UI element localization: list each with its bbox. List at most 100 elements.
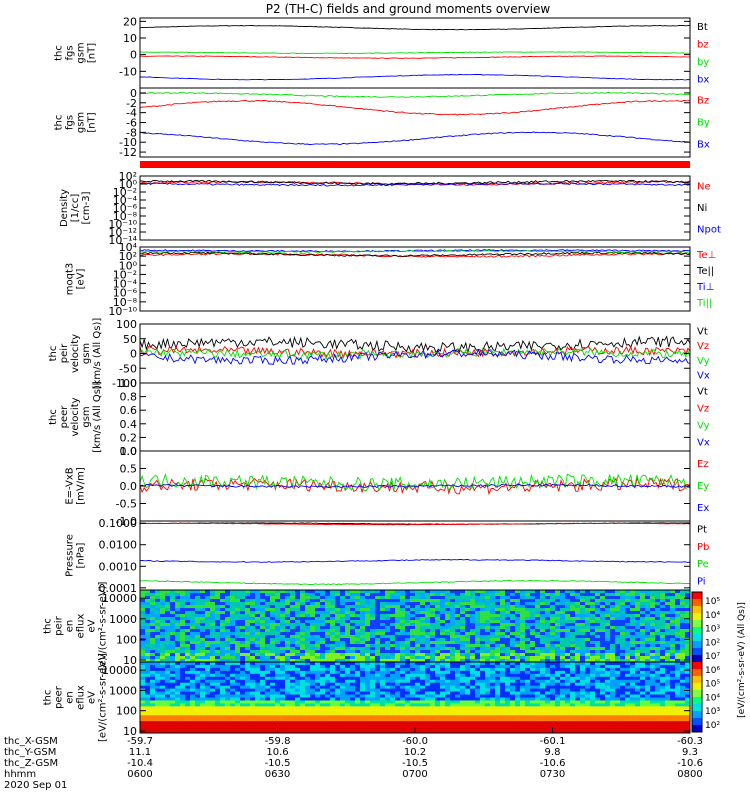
heatmap-cell: [680, 605, 686, 609]
heatmap-cell: [530, 688, 536, 692]
heatmap-cell: [440, 676, 446, 681]
heatmap-cell: [195, 644, 201, 648]
heatmap-cell: [675, 703, 681, 707]
heatmap-cell: [495, 700, 501, 704]
heatmap-cell: [480, 617, 486, 621]
heatmap-cell: [540, 620, 546, 624]
heatmap-cell: [645, 712, 651, 716]
heatmap-cell: [645, 635, 651, 639]
heatmap-cell: [410, 626, 416, 630]
heatmap-cell: [290, 700, 296, 704]
heatmap-cell: [380, 662, 386, 666]
heatmap-cell: [365, 629, 371, 633]
heatmap-cell: [290, 679, 296, 684]
heatmap-cell: [475, 685, 481, 689]
heatmap-cell: [425, 608, 431, 612]
heatmap-cell: [455, 635, 461, 639]
heatmap-cell: [165, 602, 171, 606]
heatmap-cell: [155, 656, 161, 660]
heatmap-cell: [280, 685, 286, 689]
heatmap-cell: [420, 700, 426, 704]
heatmap-cell: [480, 667, 486, 672]
y-tick-label: 0.0010: [99, 560, 138, 573]
heatmap-cell: [180, 590, 186, 594]
heatmap-cell: [640, 629, 646, 633]
heatmap-cell: [290, 664, 296, 669]
heatmap-cell: [400, 593, 406, 597]
heatmap-cell: [190, 682, 196, 686]
heatmap-cell: [590, 656, 596, 660]
heatmap-cell: [430, 605, 436, 609]
heatmap-cell: [675, 691, 681, 695]
heatmap-cell: [550, 647, 556, 651]
heatmap-cell: [255, 715, 261, 719]
heatmap-cell: [310, 593, 316, 597]
heatmap-cell: [190, 712, 196, 716]
heatmap-cell: [595, 644, 601, 648]
heatmap-cell: [170, 697, 176, 701]
heatmap-cell: [220, 656, 226, 660]
heatmap-cell: [200, 700, 206, 704]
heatmap-cell: [360, 650, 366, 654]
heatmap-cell: [240, 602, 246, 606]
heatmap-cell: [320, 715, 326, 719]
heatmap-cell: [470, 593, 476, 597]
heatmap-cell: [375, 676, 381, 681]
heatmap-cell: [545, 694, 551, 698]
y-tick-label: -2: [126, 97, 137, 110]
heatmap-cell: [260, 626, 266, 630]
heatmap-cell: [425, 605, 431, 609]
heatmap-cell: [630, 626, 636, 630]
heatmap-cell: [180, 635, 186, 639]
heatmap-cell: [655, 644, 661, 648]
heatmap-cell: [475, 629, 481, 633]
heatmap-cell: [685, 653, 691, 657]
heatmap-cell: [195, 632, 201, 636]
heatmap-cell: [570, 694, 576, 698]
heatmap-cell: [195, 617, 201, 621]
heatmap-cell: [365, 694, 371, 698]
heatmap-cell: [295, 700, 301, 704]
heatmap-cell: [420, 593, 426, 597]
heatmap-cell: [205, 617, 211, 621]
heatmap-cell: [435, 596, 441, 600]
heatmap-cell: [265, 620, 271, 624]
heatmap-cell: [680, 641, 686, 645]
heatmap-cell: [665, 715, 671, 719]
heatmap-cell: [145, 629, 151, 633]
heatmap-cell: [160, 605, 166, 609]
y-tick-label: 0.0001: [99, 582, 138, 595]
heatmap-cell: [605, 629, 611, 633]
heatmap-cell: [320, 644, 326, 648]
heatmap-cell: [170, 638, 176, 642]
heatmap-cell: [680, 673, 686, 678]
heatmap-cell: [205, 602, 211, 606]
heatmap-cell: [685, 590, 691, 594]
heatmap-cell: [425, 703, 431, 707]
heatmap-cell: [275, 673, 281, 678]
heatmap-cell: [275, 614, 281, 618]
heatmap-cell: [195, 667, 201, 672]
heatmap-cell: [205, 611, 211, 615]
heatmap-cell: [230, 599, 236, 603]
heatmap-cell: [190, 602, 196, 606]
heatmap-cell: [295, 629, 301, 633]
heatmap-cell: [465, 664, 471, 669]
heatmap-cell: [255, 682, 261, 686]
heatmap-cell: [460, 641, 466, 645]
heatmap-cell: [490, 715, 496, 719]
heatmap-cell: [645, 653, 651, 657]
heatmap-cell: [385, 659, 391, 663]
heatmap-cell: [350, 709, 356, 713]
heatmap-cell: [555, 641, 561, 645]
heatmap-cell: [395, 620, 401, 624]
heatmap-cell: [295, 664, 301, 669]
heatmap-cell: [385, 635, 391, 639]
heatmap-cell: [230, 641, 236, 645]
heatmap-cell: [620, 605, 626, 609]
heatmap-cell: [155, 697, 161, 701]
heatmap-cell: [390, 697, 396, 701]
heatmap-cell: [185, 700, 191, 704]
heatmap-cell: [345, 617, 351, 621]
heatmap-cell: [140, 623, 146, 627]
